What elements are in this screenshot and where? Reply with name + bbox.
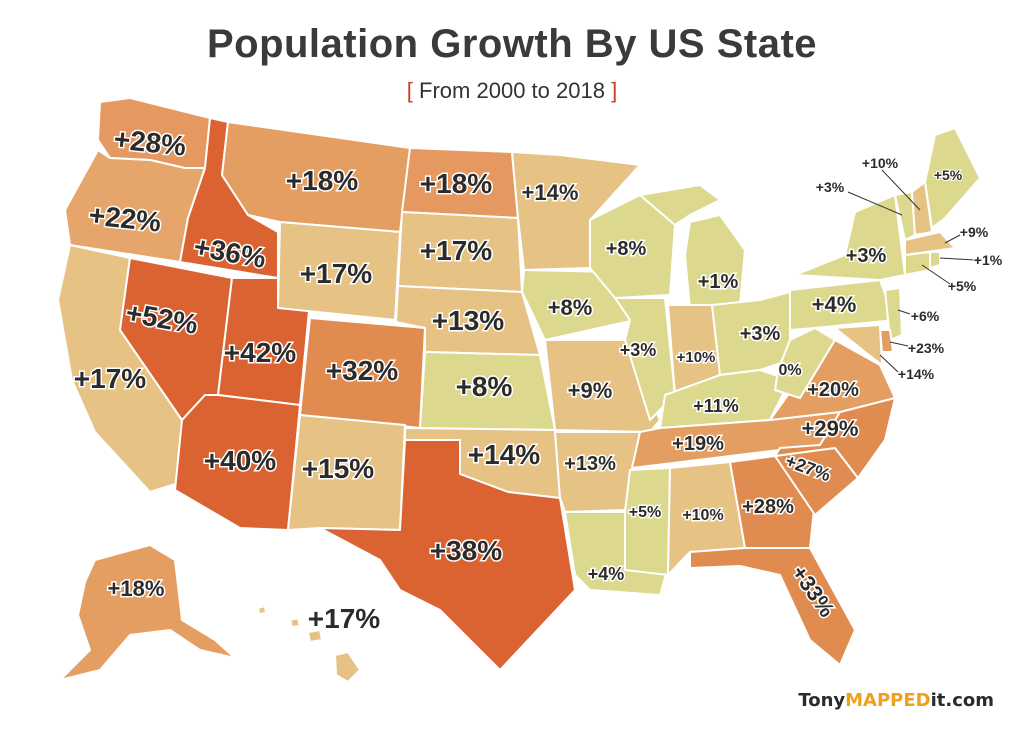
label-mississippi: +5% xyxy=(629,504,661,521)
leader-line-massachusetts xyxy=(944,234,961,244)
leader-line-maryland xyxy=(879,354,899,373)
label-texas: +38% xyxy=(430,535,502,566)
label-utah: +42% xyxy=(224,337,296,368)
label-new-jersey: +6% xyxy=(911,308,940,324)
label-hawaii: +17% xyxy=(308,603,380,634)
brand-pre: Tony xyxy=(798,690,846,711)
label-wyoming: +17% xyxy=(300,258,372,289)
state-texas xyxy=(319,439,576,671)
label-north-dakota: +18% xyxy=(420,168,492,199)
label-kansas: +8% xyxy=(456,371,513,402)
state-wyoming xyxy=(277,221,401,321)
label-colorado: +32% xyxy=(326,355,398,386)
label-oregon: +22% xyxy=(87,199,162,237)
label-alabama: +10% xyxy=(682,507,723,524)
label-louisiana: +4% xyxy=(588,564,625,584)
brand-watermark: TonyMAPPEDit.com xyxy=(798,690,994,711)
label-california: +17% xyxy=(74,363,146,394)
label-arkansas: +13% xyxy=(564,453,616,475)
state-hawaii xyxy=(334,651,361,683)
page-subtitle: [ From 2000 to 2018 ] xyxy=(0,78,1024,104)
state-florida xyxy=(689,547,856,666)
label-wisconsin: +8% xyxy=(606,238,647,260)
label-connecticut: +5% xyxy=(948,278,977,294)
state-pennsylvania xyxy=(789,279,896,331)
label-north-carolina: +29% xyxy=(802,416,859,441)
label-indiana: +10% xyxy=(677,349,716,366)
label-rhode-island: +1% xyxy=(974,252,1003,268)
label-vermont: +3% xyxy=(816,179,845,195)
label-massachusetts: +9% xyxy=(960,224,989,240)
label-west-virginia: 0% xyxy=(778,362,801,379)
label-pennsylvania: +4% xyxy=(812,292,857,317)
brand-post: it.com xyxy=(930,690,994,711)
label-tennessee: +19% xyxy=(672,433,724,455)
label-ohio: +3% xyxy=(740,323,781,345)
label-virginia: +20% xyxy=(807,379,859,401)
state-alaska xyxy=(59,544,236,681)
label-delaware: +23% xyxy=(908,340,945,356)
label-michigan: +1% xyxy=(698,271,739,293)
state-michigan-up xyxy=(639,184,721,226)
brand-mid: MAPPED xyxy=(845,690,931,711)
state-illinois xyxy=(614,297,676,421)
state-mississippi xyxy=(624,467,671,576)
state-connecticut xyxy=(904,251,931,276)
state-new-jersey xyxy=(884,287,903,341)
label-montana: +18% xyxy=(286,165,358,196)
state-rhode-island xyxy=(929,251,941,269)
label-new-hampshire: +10% xyxy=(862,155,899,171)
label-missouri: +9% xyxy=(568,378,613,403)
label-maryland: +14% xyxy=(898,366,935,382)
label-illinois: +3% xyxy=(620,340,657,360)
label-maine: +5% xyxy=(934,167,963,183)
label-south-dakota: +17% xyxy=(420,235,492,266)
state-massachusetts xyxy=(904,231,956,256)
state-hawaii-islands xyxy=(257,605,323,643)
label-alaska: +18% xyxy=(108,576,165,601)
label-new-york: +3% xyxy=(846,245,887,267)
page-title: Population Growth By US State xyxy=(206,22,818,66)
label-iowa: +8% xyxy=(548,295,593,320)
label-kentucky: +11% xyxy=(693,396,739,416)
state-new-hampshire xyxy=(911,181,933,236)
leader-line-new-jersey xyxy=(897,309,911,315)
leader-line-delaware xyxy=(889,341,909,347)
state-maryland xyxy=(834,324,883,366)
subtitle-open-bracket: [ xyxy=(406,78,413,103)
label-arizona: +40% xyxy=(204,445,276,476)
state-new-york xyxy=(794,194,906,281)
leader-line-new-hampshire xyxy=(881,169,921,211)
state-michigan xyxy=(684,214,746,311)
leader-line-vermont xyxy=(847,191,903,216)
subtitle-close-bracket: ] xyxy=(611,78,618,103)
label-new-mexico: +15% xyxy=(302,453,374,484)
leader-line-rhode-island xyxy=(939,257,976,261)
label-georgia: +28% xyxy=(742,496,794,518)
subtitle-text: From 2000 to 2018 xyxy=(419,78,605,103)
label-minnesota: +14% xyxy=(522,180,579,205)
label-nebraska: +13% xyxy=(432,305,504,336)
leader-line-connecticut xyxy=(921,264,951,285)
state-maine xyxy=(924,127,981,229)
label-oklahoma: +14% xyxy=(468,439,540,470)
